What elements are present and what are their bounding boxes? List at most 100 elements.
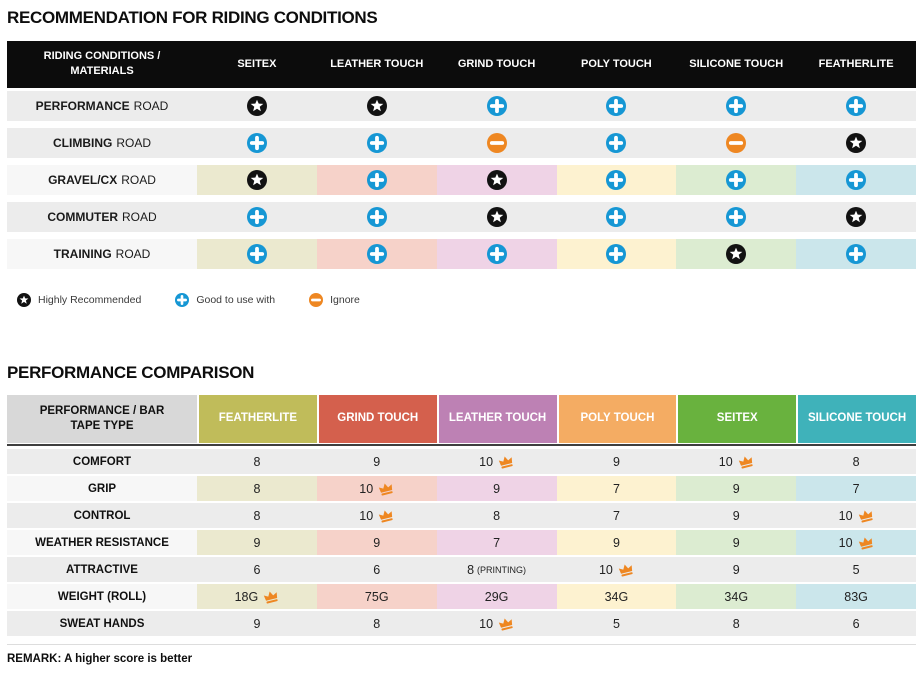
score-cell: 9	[557, 449, 677, 474]
performance-body: COMFORT 8 9 10 9 10 8 GRIP 8 10 9 7 9 7 CONTROL 8 10 8 7 9 1…	[7, 449, 916, 637]
score-value: 9	[373, 535, 381, 550]
crown-icon	[738, 455, 754, 469]
score-value: 9	[612, 535, 620, 550]
score-cell: 75G	[316, 584, 437, 610]
row-label-bold: CLIMBING	[53, 135, 113, 150]
column-header: SEITEX	[676, 395, 797, 444]
minus-icon	[726, 132, 747, 153]
recommendation-cell	[557, 91, 677, 121]
score-value: 9	[373, 454, 381, 469]
recommendation-cell	[436, 164, 557, 195]
star-icon	[246, 95, 267, 116]
score-value: 75G	[364, 589, 389, 604]
row-label: WEATHER RESISTANCE	[35, 536, 169, 549]
score-cell: 10	[676, 449, 796, 474]
legend: Highly Recommended Good to use with Ignore	[17, 292, 916, 307]
score-cell: 8	[796, 449, 916, 474]
recommendation-cell	[557, 128, 677, 158]
star-icon	[486, 206, 507, 227]
plus-icon	[726, 206, 747, 227]
row-label: ATTRACTIVE	[66, 563, 138, 576]
table-row: CONTROL 8 10 8 7 9 10	[7, 503, 916, 529]
score-cell: 10	[316, 476, 437, 502]
table-row: COMFORT 8 9 10 9 10 8	[7, 449, 916, 475]
plus-icon	[175, 292, 190, 307]
recommendation-cell	[197, 128, 317, 158]
row-label: CONTROL	[73, 509, 131, 522]
legend-label: Ignore	[330, 293, 360, 306]
score-value: 7	[852, 481, 860, 496]
star-icon	[246, 169, 267, 190]
crown-icon	[858, 536, 874, 550]
table-row: PERFORMANCE ROAD	[7, 90, 916, 121]
column-header: POLY TOUCH	[556, 395, 677, 444]
row-label-rest: ROAD	[116, 135, 151, 150]
recommendation-cell	[197, 238, 317, 269]
recommendation-cell	[796, 202, 916, 232]
score-value: 5	[852, 562, 860, 577]
score-cell: 7	[557, 503, 677, 528]
score-value: 9	[612, 454, 620, 469]
recommendation-cell	[437, 91, 557, 121]
score-value: 8	[253, 454, 261, 469]
performance-table: PERFORMANCE / BAR TAPE TYPE FEATHERLITE GR…	[7, 395, 916, 637]
row-label: PERFORMANCE ROAD	[7, 91, 197, 121]
plus-icon	[486, 243, 507, 264]
score-value: 10	[479, 454, 494, 469]
riding-conditions-header-row: RIDING CONDITIONS / MATERIALS SEITEX LEATH…	[7, 40, 916, 88]
column-header: RIDING CONDITIONS / MATERIALS	[43, 50, 161, 78]
table-row: SWEAT HANDS 9 8 10 5 8 6	[7, 611, 916, 637]
recommendation-cell	[556, 164, 677, 195]
row-label-rest: ROAD	[115, 246, 151, 261]
score-cell: 9	[197, 611, 317, 636]
score-cell: 8 (PRINTING)	[437, 557, 557, 582]
score-value: 10	[838, 535, 853, 550]
recommendation-cell	[436, 238, 557, 269]
score-value: 83G	[844, 589, 868, 604]
row-label: GRAVEL/CX ROAD	[7, 165, 197, 195]
plus-icon	[486, 95, 507, 116]
remark: REMARK: A higher score is better	[7, 644, 916, 665]
recommendation-cell	[796, 91, 916, 121]
plus-icon	[366, 132, 387, 153]
column-header: GRIND TOUCH	[457, 57, 536, 70]
score-cell: 29G	[436, 584, 557, 610]
score-value: 7	[612, 481, 620, 496]
score-cell: 10	[796, 503, 916, 528]
score-value: 10	[359, 481, 374, 496]
row-label-rest: ROAD	[121, 172, 156, 187]
recommendation-cell	[317, 91, 437, 121]
score-cell: 34G	[676, 584, 797, 610]
performance-header-row: PERFORMANCE / BAR TAPE TYPE FEATHERLITE GR…	[7, 395, 916, 444]
star-icon	[726, 243, 747, 264]
score-cell: 6	[796, 611, 916, 636]
recommendation-cell	[317, 128, 437, 158]
section2-title: PERFORMANCE COMPARISON	[7, 362, 255, 382]
riding-conditions-body: PERFORMANCE ROAD CLIMBING ROAD GRAVEL/CX ROAD…	[7, 90, 916, 269]
score-cell: 9	[676, 530, 797, 556]
recommendation-cell	[557, 202, 677, 232]
crown-icon	[378, 482, 394, 496]
recommendation-cell	[197, 91, 317, 121]
score-value: 8	[732, 616, 740, 631]
riding-conditions-table: RIDING CONDITIONS / MATERIALS SEITEX LEATH…	[7, 40, 916, 269]
score-cell: 7	[556, 476, 677, 502]
score-value: 9	[732, 562, 740, 577]
table-row: CLIMBING ROAD	[7, 127, 916, 158]
score-value: 10	[359, 508, 374, 523]
score-cell: 8	[676, 611, 796, 636]
score-cell: 8	[197, 449, 317, 474]
score-cell: 10	[437, 449, 557, 474]
score-cell: 7	[796, 476, 916, 502]
recommendation-cell	[676, 202, 796, 232]
recommendation-cell	[796, 128, 916, 158]
recommendation-cell	[796, 164, 916, 195]
table-row: ATTRACTIVE 6 6 8 (PRINTING) 10 9 5	[7, 557, 916, 583]
score-value: 34G	[724, 589, 749, 604]
score-value: 18G	[234, 589, 259, 604]
score-cell: 10	[437, 611, 557, 636]
score-cell: 7	[436, 530, 557, 556]
crown-icon	[498, 455, 514, 469]
score-cell: 10	[317, 503, 437, 528]
